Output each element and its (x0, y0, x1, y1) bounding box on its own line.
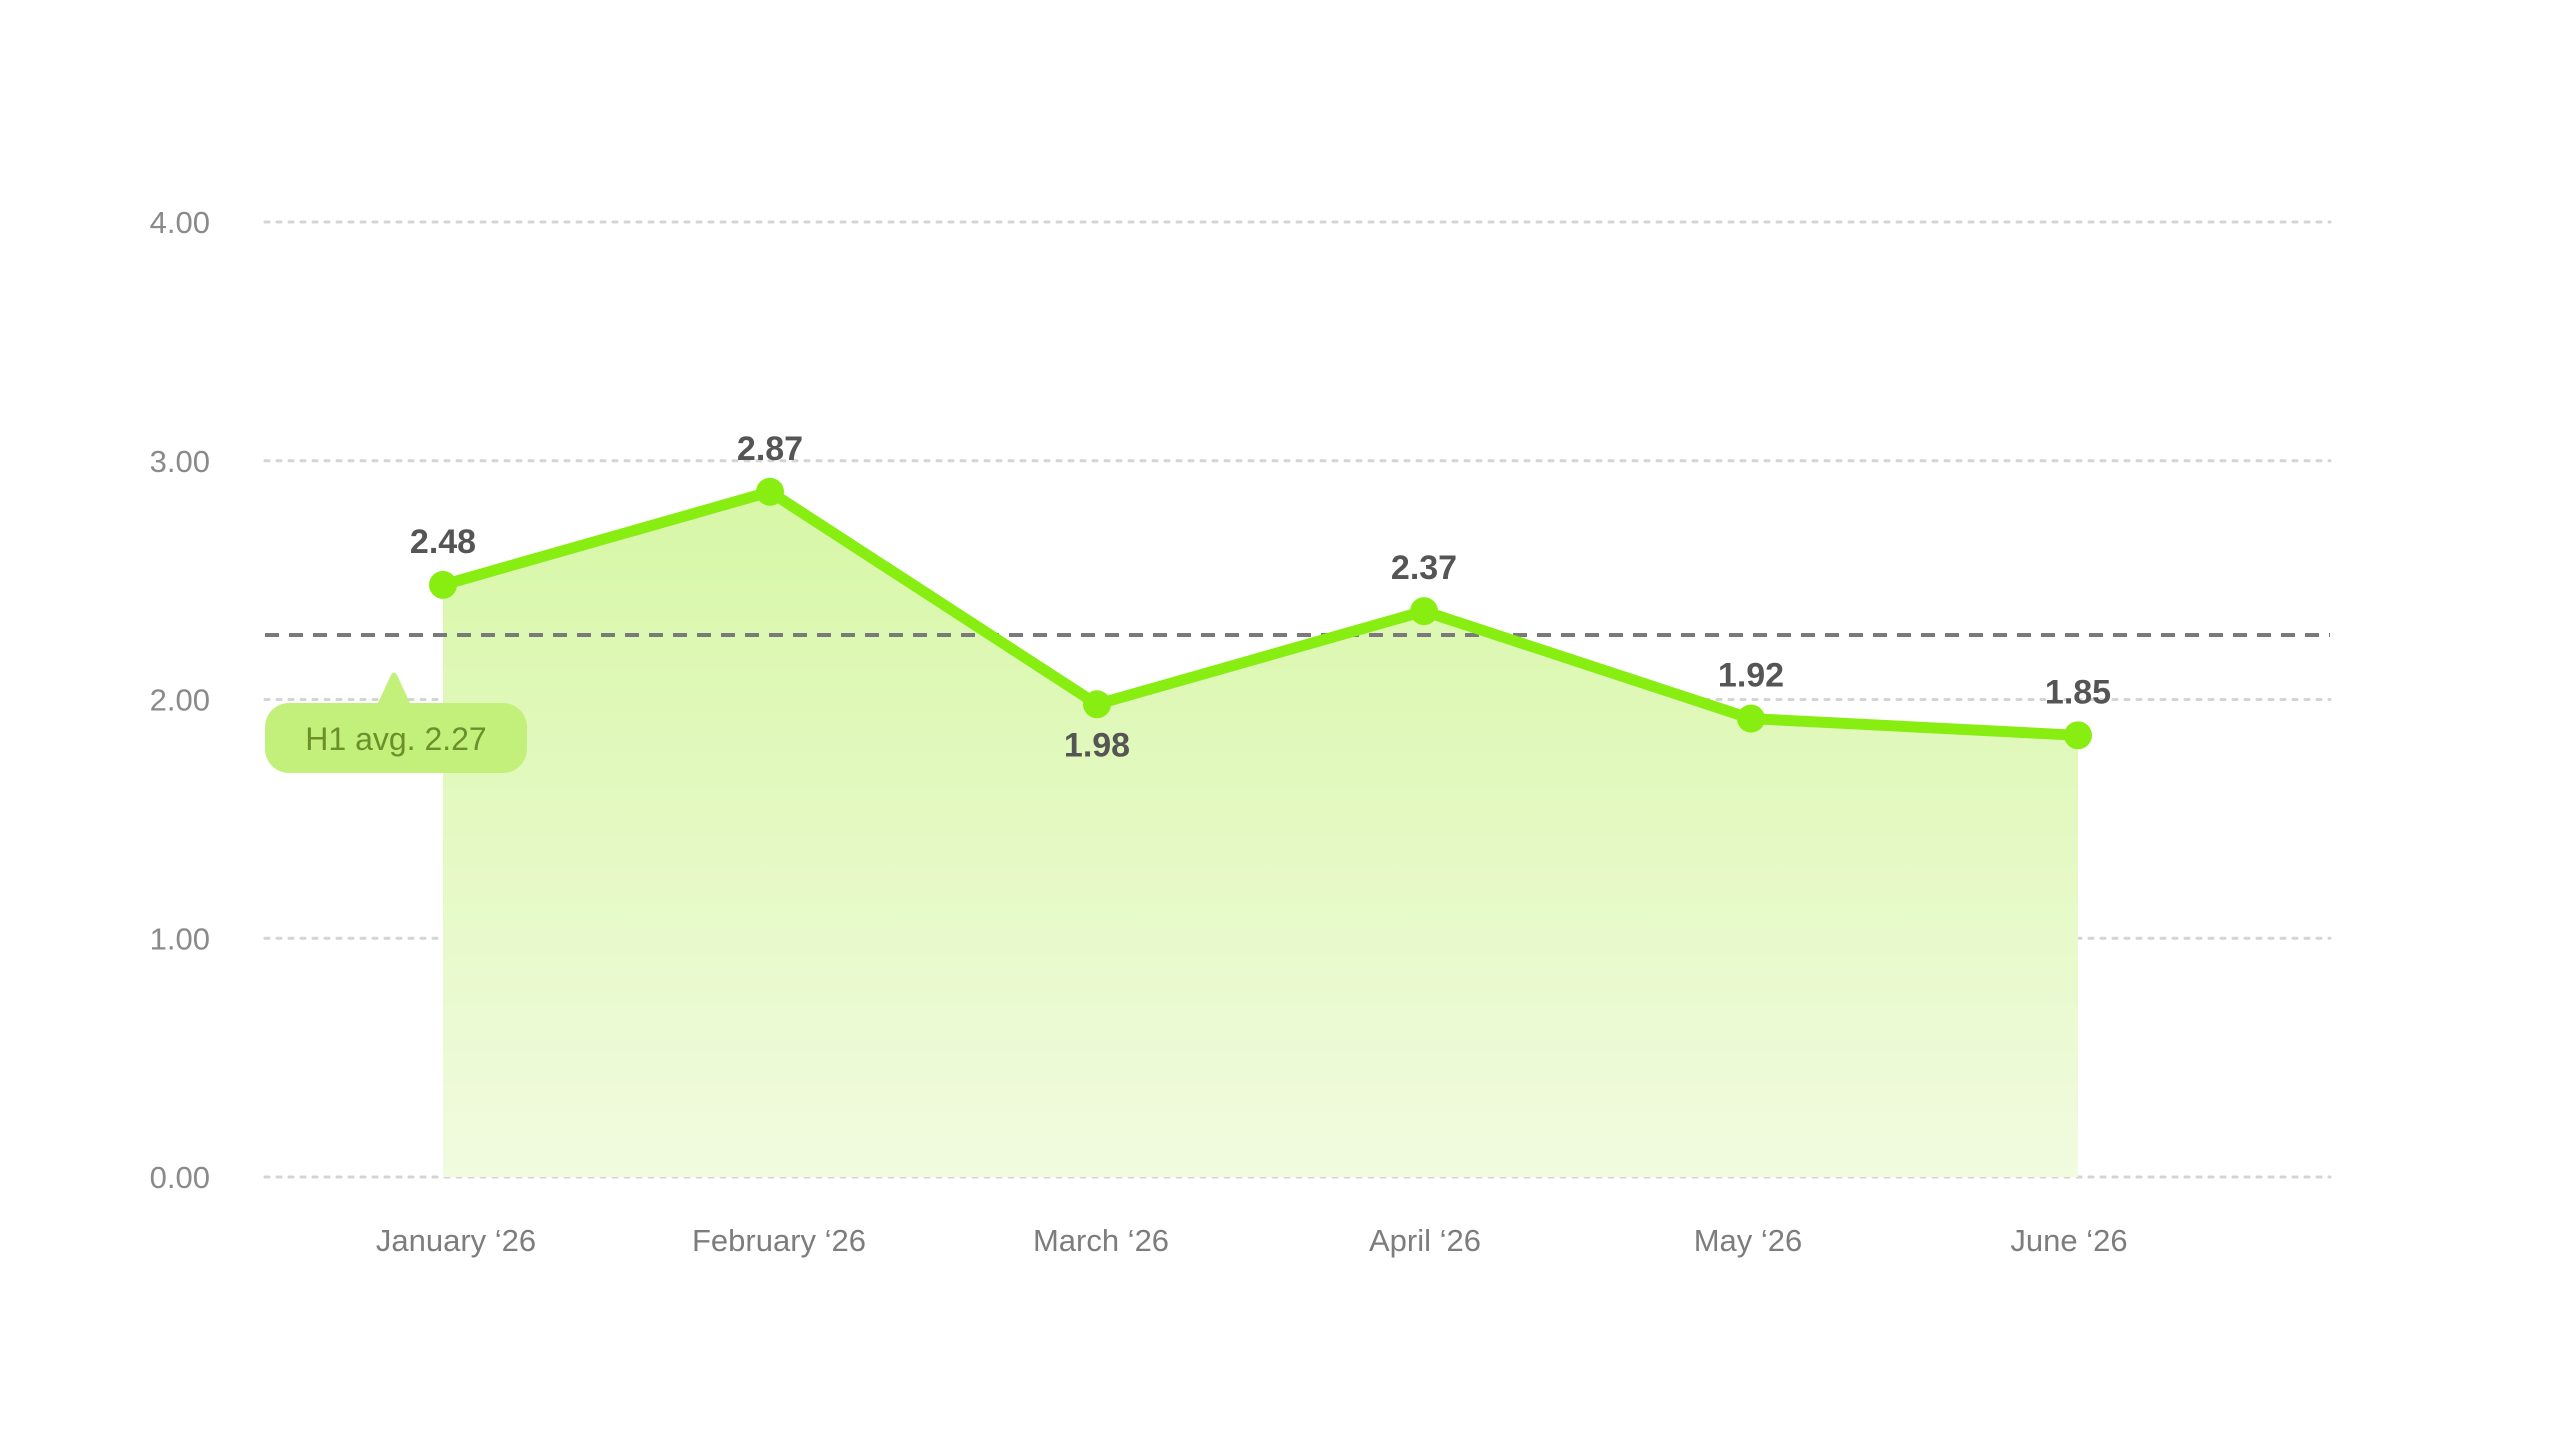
data-label: 1.98 (1064, 726, 1130, 764)
data-label: 2.37 (1391, 549, 1457, 587)
data-label: 1.92 (1718, 657, 1784, 695)
data-label: 1.85 (2045, 673, 2111, 711)
x-axis: January ‘26 February ‘26 March ‘26 April ‘2… (376, 1223, 2128, 1258)
x-tick-label: May ‘26 (1694, 1223, 1803, 1258)
badge-pointer (377, 672, 411, 705)
y-tick-label: 3.00 (150, 444, 210, 479)
area-fill-layer (443, 491, 2078, 1178)
data-label: 2.87 (737, 430, 803, 468)
badge-background (265, 703, 527, 773)
y-tick-label: 2.00 (150, 683, 210, 718)
y-tick-label: 1.00 (150, 921, 210, 956)
average-badge: H1 avg. 2.27 (265, 672, 527, 773)
data-labels-layer: 2.48 2.87 1.98 2.37 1.92 1.85 (410, 430, 2111, 764)
y-axis: 0.00 1.00 2.00 3.00 4.00 (150, 205, 210, 1195)
data-points-layer (429, 477, 2092, 750)
data-point[interactable] (756, 477, 784, 506)
series-area (443, 491, 2078, 1178)
series-line-layer (437, 486, 2084, 741)
y-tick-label: 4.00 (150, 205, 210, 240)
y-tick-label: 0.00 (150, 1160, 210, 1195)
average-badge-label: H1 avg. 2.27 (305, 721, 486, 757)
x-tick-label: March ‘26 (1033, 1223, 1169, 1258)
data-point[interactable] (1410, 597, 1438, 626)
data-label: 2.48 (410, 523, 476, 561)
data-point[interactable] (1083, 690, 1111, 719)
x-tick-label: February ‘26 (692, 1223, 866, 1258)
x-tick-label: June ‘26 (2010, 1223, 2127, 1258)
x-tick-label: April ‘26 (1369, 1223, 1481, 1258)
x-tick-label: January ‘26 (376, 1223, 536, 1258)
series-line (437, 486, 2084, 741)
data-point[interactable] (1737, 704, 1765, 733)
data-point[interactable] (2064, 721, 2092, 750)
data-point[interactable] (429, 570, 457, 599)
